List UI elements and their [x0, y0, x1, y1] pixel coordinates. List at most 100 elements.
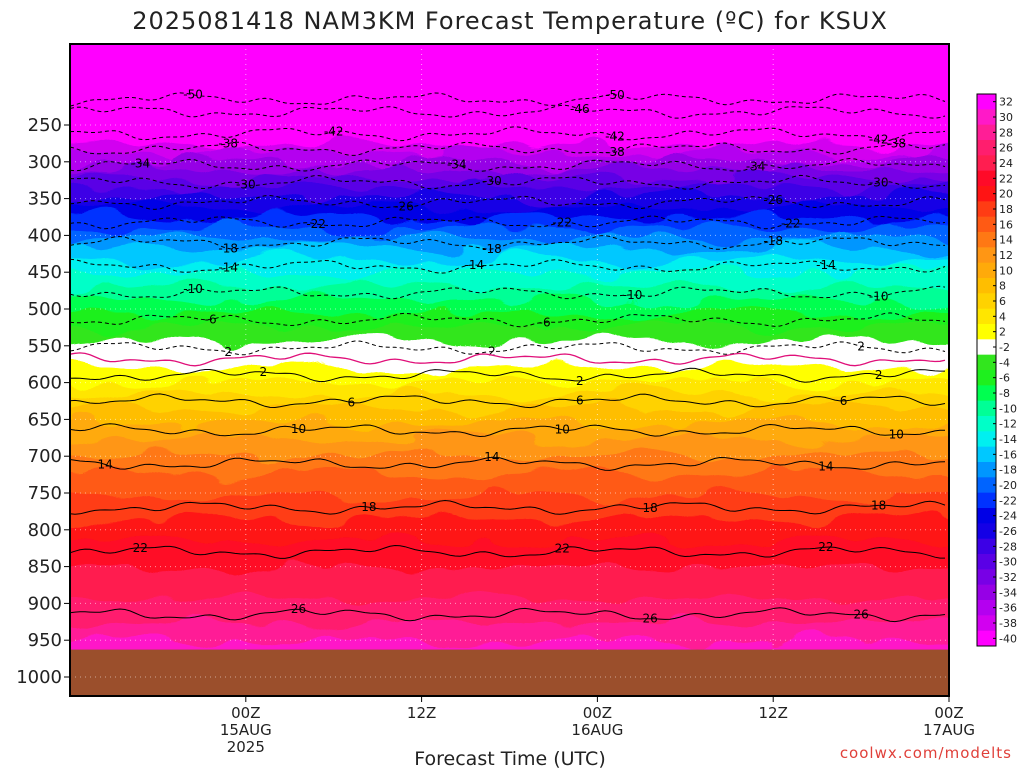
contour-label: -10 [623, 288, 643, 302]
contour-label: -46 [570, 102, 590, 116]
colorbar-label: 24 [999, 157, 1013, 170]
contour-label: -42 [605, 130, 625, 144]
contour-label: 10 [291, 422, 306, 436]
y-tick-label: 800 [28, 520, 62, 541]
contour-line [70, 194, 946, 210]
colorbar-swatch [977, 247, 996, 264]
contour-line [70, 126, 946, 142]
x-tick-label: 16AUG [571, 721, 623, 739]
colorbar-swatch [977, 554, 996, 570]
colorbar-swatch [977, 94, 996, 110]
contour-label: -50 [605, 88, 625, 102]
contour-label: -50 [183, 88, 203, 102]
colorbar-label: -20 [999, 479, 1017, 492]
contour-line [70, 312, 946, 328]
contour-line [70, 174, 946, 190]
colorbar-label: 32 [999, 96, 1013, 109]
contour-line [70, 499, 946, 515]
y-tick-label: 950 [28, 630, 62, 651]
contour-line [70, 235, 945, 250]
contour-label: -34 [131, 156, 151, 170]
colorbar-label: 8 [999, 280, 1006, 293]
colorbar-swatch [977, 109, 996, 126]
contour-line [70, 456, 946, 471]
colorbar-swatch [977, 140, 996, 156]
colorbar-swatch [977, 124, 996, 141]
contour-label: -22 [306, 217, 326, 231]
colorbar-swatch [977, 523, 996, 540]
contour-label: 14 [818, 460, 833, 474]
contour-label: -14 [816, 258, 836, 272]
y-tick-label: 400 [28, 225, 62, 246]
colorbar-swatch [977, 508, 996, 524]
colorbar-swatch [977, 201, 996, 218]
contour-label: 26 [853, 607, 868, 621]
colorbar-swatch [977, 293, 996, 310]
x-tick-label: 15AUG [220, 721, 272, 739]
colorbar-swatch [977, 400, 996, 417]
y-tick-label: 250 [28, 115, 62, 136]
contour-label: -6 [205, 312, 217, 326]
colorbar-label: 28 [999, 126, 1013, 139]
colorbar-label: -10 [999, 402, 1017, 415]
contour-line [70, 141, 946, 156]
colorbar-label: 20 [999, 188, 1013, 201]
colorbar-swatch [977, 569, 996, 586]
colorbar-label: 12 [999, 249, 1013, 262]
contour-label: 2 [260, 365, 268, 379]
contour-label: 6 [576, 394, 584, 408]
y-tick-label: 300 [28, 152, 62, 173]
contour-label: -14 [218, 261, 238, 275]
contour-label: 22 [555, 542, 570, 556]
contour-label: -38 [218, 137, 238, 151]
contour-label: -30 [482, 174, 502, 188]
x-tick-label: 00Z [231, 704, 260, 722]
contour-label: -22 [781, 217, 801, 231]
colorbar-swatch [977, 262, 996, 279]
colorbar-label: -24 [999, 510, 1017, 523]
colorbar-swatch [977, 416, 996, 432]
contour-line [70, 92, 946, 107]
x-tick-label: 00Z [934, 704, 963, 722]
colorbar-swatch [977, 446, 996, 463]
colorbar-label: 22 [999, 172, 1013, 185]
colorbar-swatch [977, 584, 996, 601]
contour-label: 26 [642, 612, 657, 626]
colorbar: 32 30 28 26 24 22 20 18 16 14 12 10 8 6 4 2 -2 -4 -6 -8 -10 -… [976, 93, 1017, 647]
y-tick-label: 850 [28, 557, 62, 578]
y-tick-label: 350 [28, 189, 62, 210]
y-tick-label: 450 [28, 262, 62, 283]
contour-line [70, 157, 946, 173]
contour-line [70, 215, 946, 230]
contour-label: -6 [539, 315, 551, 329]
colorbar-swatch [977, 615, 996, 632]
colorbar-label: 10 [999, 264, 1013, 277]
plot-area: -50 -50-46-42 -42 -42-38-38-38-34 -34 -34-30-… [70, 44, 949, 696]
colorbar-label: 14 [999, 234, 1013, 247]
colorbar-swatch [977, 370, 996, 386]
contour-label: -10 [869, 289, 889, 303]
contour-label: -42 [869, 133, 889, 147]
colorbar-label: -40 [999, 632, 1017, 645]
colorbar-label: -22 [999, 494, 1017, 507]
contour-line [70, 352, 946, 367]
y-tick-label: 550 [28, 336, 62, 357]
contour-label: 14 [98, 457, 113, 471]
contour-label: -38 [886, 136, 906, 150]
y-tick-label: 750 [28, 483, 62, 504]
credit-link[interactable]: coolwx.com/modelts [840, 744, 1012, 762]
contour-label: -26 [394, 199, 414, 213]
colorbar-swatch [977, 462, 996, 478]
colorbar-label: -18 [999, 464, 1017, 477]
y-tick-label: 900 [28, 593, 62, 614]
colorbar-swatch [977, 308, 996, 325]
contour-label: 22 [133, 541, 148, 555]
contour-label: 6 [840, 394, 848, 408]
colorbar-frame [976, 93, 997, 647]
colorbar-label: -6 [999, 372, 1010, 385]
contour-label: -30 [236, 177, 256, 191]
colorbar-swatch [977, 216, 996, 233]
contour-line [70, 607, 946, 623]
colorbar-label: -2 [999, 341, 1010, 354]
